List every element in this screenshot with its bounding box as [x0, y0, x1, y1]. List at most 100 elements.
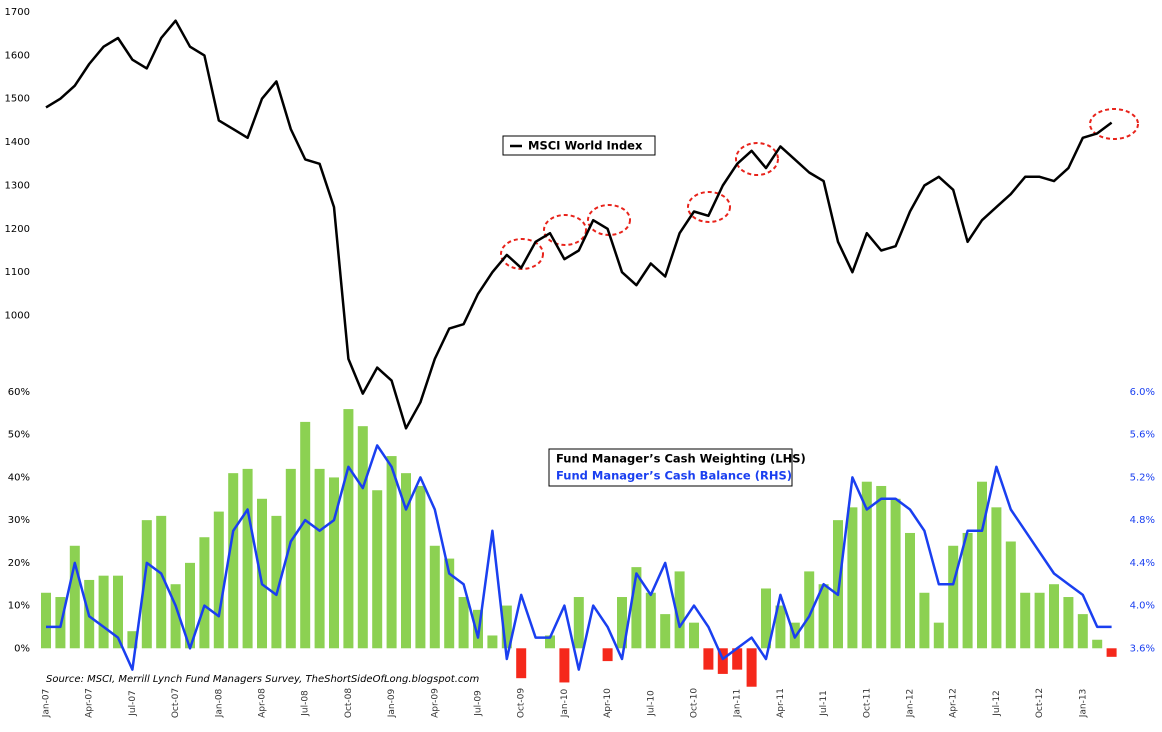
y2ticks-label: 3.6%: [1130, 643, 1155, 654]
plot-area: 1000 1100 1200 1300 1400 1500 1600 1700 0% 10% 20%…: [5, 7, 1155, 718]
x-tick-label: Jan-09: [387, 688, 397, 718]
highlight-circle: [500, 238, 544, 270]
legend-label: MSCI World Index: [528, 139, 643, 153]
bar: [501, 605, 512, 649]
yticks-label: 60%: [8, 387, 30, 398]
bar: [645, 592, 656, 649]
y3ticks-label: 1600: [5, 50, 30, 61]
bar: [415, 485, 426, 649]
bar: [732, 648, 743, 670]
bar: [300, 421, 311, 649]
y3ticks-label: 1000: [5, 311, 30, 322]
highlight-circle: [687, 191, 731, 223]
x-tick-label: Apr-12: [949, 688, 959, 718]
bar: [141, 520, 152, 649]
y3ticks-label: 1500: [5, 94, 30, 105]
yticks-label: 0%: [14, 643, 30, 654]
bar: [818, 584, 829, 649]
x-tick-label: Jan-08: [214, 688, 224, 718]
bar: [703, 648, 714, 670]
legend-bottom: Fund Manager’s Cash Weighting (LHS) Fund…: [548, 448, 806, 487]
bar: [617, 597, 627, 649]
bar: [401, 473, 411, 649]
yticks-label: 40%: [8, 472, 30, 483]
bar: [890, 498, 901, 649]
x-tick-label: Apr-09: [430, 688, 440, 718]
bar: [1077, 614, 1088, 649]
bar: [948, 545, 959, 649]
bar: [199, 537, 210, 649]
yticks-label: 50%: [8, 430, 30, 441]
bar: [905, 532, 915, 649]
x-tick-label: Jul-11: [819, 690, 829, 717]
bar: [602, 648, 613, 662]
y2ticks-label: 5.6%: [1130, 430, 1155, 441]
bar: [357, 426, 368, 649]
bar: [1092, 639, 1103, 649]
x-tick-label: Jan-10: [560, 688, 570, 718]
bar: [876, 485, 887, 649]
y2ticks-label: 4.8%: [1130, 515, 1155, 526]
bar: [257, 498, 267, 649]
bar: [41, 592, 51, 649]
bar: [761, 588, 771, 649]
bar: [1049, 584, 1059, 649]
bar: [775, 605, 786, 649]
legend-label: Fund Manager’s Cash Weighting (LHS): [556, 452, 806, 466]
y2ticks-label: 4.4%: [1130, 558, 1155, 569]
y3ticks-label: 1200: [5, 224, 30, 235]
x-tick-label: Jan-11: [733, 689, 743, 719]
bar: [271, 515, 282, 649]
bar: [689, 622, 699, 649]
legend-box: [548, 448, 793, 487]
bar: [127, 631, 138, 649]
bar: [559, 648, 570, 683]
bar: [343, 409, 354, 649]
bar: [487, 635, 498, 649]
bar: [444, 558, 455, 649]
x-tick-label: Apr-07: [85, 688, 95, 718]
bar: [660, 614, 671, 649]
x-tick-label: Oct-10: [690, 688, 700, 719]
y2ticks-label: 5.2%: [1130, 472, 1155, 483]
bar: [429, 545, 440, 649]
bar: [314, 468, 325, 649]
y3ticks-label: 1300: [5, 180, 30, 191]
bar: [285, 468, 296, 649]
y3ticks-label: 1700: [5, 7, 30, 18]
bar: [847, 507, 858, 649]
highlight-circle: [543, 214, 587, 246]
highlight-circle: [1089, 108, 1139, 140]
bar: [516, 648, 527, 679]
bar: [717, 648, 728, 674]
bar: [962, 532, 973, 649]
bar: [213, 511, 224, 649]
bar: [545, 635, 555, 649]
legend-top: MSCI World Index: [502, 135, 656, 156]
yticks-label: 20%: [8, 558, 30, 569]
bar: [228, 473, 239, 649]
x-tick-label: Oct-11: [862, 688, 872, 718]
bar: [746, 648, 757, 687]
x-tick-label: Jan-13: [1078, 689, 1088, 719]
bar: [1005, 541, 1016, 649]
bar: [386, 456, 397, 649]
y3ticks-label: 1100: [5, 267, 30, 278]
source-note: Source: MSCI, Merrill Lynch Fund Manager…: [46, 674, 480, 685]
yticks-label: 10%: [8, 601, 30, 612]
x-tick-label: Apr-10: [603, 688, 613, 718]
x-tick-label: Oct-09: [517, 688, 527, 719]
bar: [977, 481, 987, 649]
bar: [1106, 648, 1117, 657]
bar: [1063, 597, 1074, 649]
x-tick-label: Jul-07: [128, 690, 138, 717]
bar: [372, 490, 383, 649]
x-tick-label: Jul-10: [646, 690, 656, 717]
y2ticks-label: 6.0%: [1130, 387, 1155, 398]
legend-label: Fund Manager’s Cash Balance (RHS): [556, 469, 792, 483]
x-tick-label: Jul-08: [301, 690, 311, 717]
highlight-circle: [735, 142, 779, 176]
bar: [329, 477, 339, 649]
bar: [170, 584, 181, 649]
bar: [573, 597, 584, 649]
